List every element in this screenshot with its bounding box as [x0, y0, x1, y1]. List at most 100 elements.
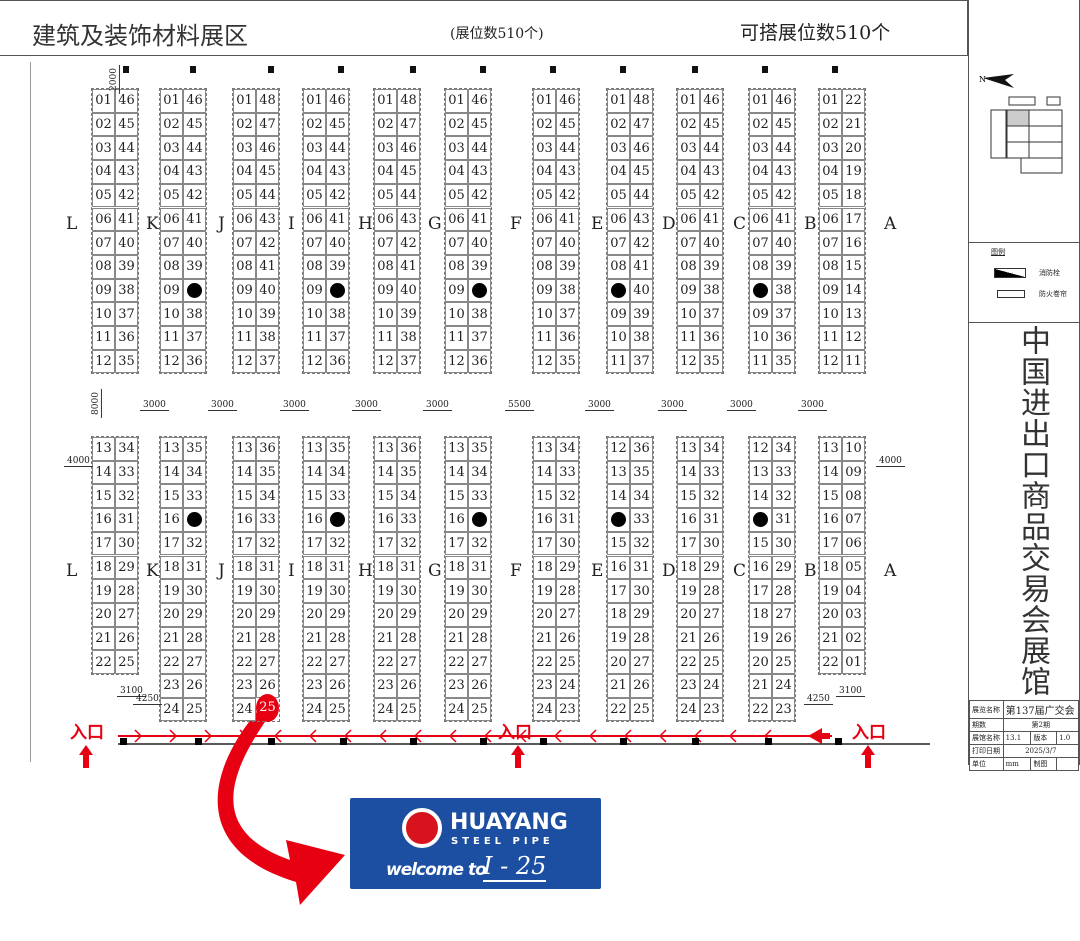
booth[interactable]: 09 — [749, 302, 772, 326]
booth[interactable]: 28 — [326, 626, 349, 651]
booth[interactable]: 02 — [160, 112, 183, 137]
booth[interactable]: 41 — [468, 207, 491, 232]
booth[interactable]: 25 — [700, 650, 723, 674]
booth[interactable]: 13 — [160, 437, 183, 461]
booth[interactable]: 07 — [842, 508, 865, 532]
booth[interactable]: 13 — [749, 460, 772, 485]
booth[interactable]: 01 — [749, 89, 772, 113]
booth[interactable]: 04 — [445, 160, 468, 184]
booth[interactable]: 37 — [468, 326, 491, 350]
booth[interactable]: 23 — [677, 674, 700, 698]
booth[interactable]: 05 — [749, 183, 772, 208]
booth[interactable]: 07 — [749, 231, 772, 255]
booth[interactable]: 36 — [183, 349, 206, 374]
booth[interactable]: 38 — [397, 326, 420, 350]
booth[interactable]: 15 — [445, 484, 468, 509]
booth[interactable]: 05 — [160, 183, 183, 208]
booth[interactable]: 22 — [533, 650, 556, 674]
booth[interactable]: 08 — [303, 254, 326, 279]
booth[interactable]: 14 — [533, 460, 556, 485]
booth[interactable]: 37 — [397, 349, 420, 374]
booth[interactable]: 05 — [842, 555, 865, 580]
booth[interactable]: 24 — [445, 697, 468, 722]
booth[interactable]: 04 — [92, 160, 115, 184]
booth[interactable]: 05 — [819, 183, 842, 208]
booth[interactable]: 19 — [374, 579, 397, 603]
hydrant-marker[interactable] — [468, 508, 491, 532]
booth[interactable]: 40 — [326, 231, 349, 255]
booth[interactable]: 42 — [183, 183, 206, 208]
booth[interactable]: 22 — [233, 650, 256, 674]
booth[interactable]: 26 — [115, 626, 138, 651]
hydrant-marker[interactable] — [183, 278, 206, 303]
booth[interactable]: 08 — [749, 254, 772, 279]
booth[interactable]: 41 — [700, 207, 723, 232]
booth[interactable]: 09 — [607, 302, 630, 326]
booth[interactable]: 09 — [677, 278, 700, 303]
booth[interactable]: 44 — [397, 183, 420, 208]
booth[interactable]: 31 — [468, 555, 491, 580]
hydrant-marker[interactable] — [749, 508, 772, 532]
booth[interactable]: 09 — [303, 278, 326, 303]
booth[interactable]: 21 — [374, 626, 397, 651]
booth[interactable]: 10 — [533, 302, 556, 326]
booth[interactable]: 25 — [183, 697, 206, 722]
booth[interactable]: 42 — [256, 231, 279, 255]
booth[interactable]: 37 — [630, 349, 653, 374]
booth[interactable]: 43 — [326, 160, 349, 184]
booth[interactable]: 12 — [533, 349, 556, 374]
booth[interactable]: 07 — [374, 231, 397, 255]
booth[interactable]: 12 — [374, 349, 397, 374]
booth[interactable]: 04 — [607, 160, 630, 184]
booth[interactable]: 14 — [842, 278, 865, 303]
booth[interactable]: 10 — [842, 437, 865, 461]
booth[interactable]: 12 — [607, 437, 630, 461]
booth[interactable]: 23 — [445, 674, 468, 698]
booth[interactable]: 02 — [749, 112, 772, 137]
booth[interactable]: 48 — [397, 89, 420, 113]
booth[interactable]: 42 — [772, 183, 795, 208]
booth[interactable]: 29 — [397, 602, 420, 627]
booth[interactable]: 13 — [677, 437, 700, 461]
booth[interactable]: 05 — [92, 183, 115, 208]
booth[interactable]: 38 — [700, 278, 723, 303]
booth[interactable]: 18 — [303, 555, 326, 580]
booth[interactable]: 05 — [533, 183, 556, 208]
booth[interactable]: 08 — [445, 254, 468, 279]
booth[interactable]: 24 — [677, 697, 700, 722]
booth[interactable]: 15 — [749, 531, 772, 556]
booth[interactable]: 08 — [374, 254, 397, 279]
booth[interactable]: 02 — [374, 112, 397, 137]
booth[interactable]: 25 — [326, 697, 349, 722]
booth[interactable]: 32 — [397, 531, 420, 556]
booth[interactable]: 30 — [772, 531, 795, 556]
booth[interactable]: 40 — [115, 231, 138, 255]
booth[interactable]: 19 — [607, 626, 630, 651]
booth[interactable]: 31 — [397, 555, 420, 580]
booth[interactable]: 23 — [160, 674, 183, 698]
booth[interactable]: 44 — [326, 136, 349, 161]
booth[interactable]: 19 — [160, 579, 183, 603]
booth[interactable]: 38 — [630, 326, 653, 350]
booth[interactable]: 22 — [819, 650, 842, 674]
booth[interactable]: 21 — [303, 626, 326, 651]
booth[interactable]: 09 — [92, 278, 115, 303]
booth[interactable]: 23 — [303, 674, 326, 698]
booth[interactable]: 03 — [233, 136, 256, 161]
booth[interactable]: 05 — [607, 183, 630, 208]
booth[interactable]: 24 — [772, 674, 795, 698]
booth[interactable]: 11 — [92, 326, 115, 350]
booth[interactable]: 21 — [819, 626, 842, 651]
booth[interactable]: 15 — [374, 484, 397, 509]
booth[interactable]: 17 — [749, 579, 772, 603]
booth[interactable]: 43 — [468, 160, 491, 184]
booth[interactable]: 19 — [677, 579, 700, 603]
booth[interactable]: 48 — [256, 89, 279, 113]
booth[interactable]: 42 — [326, 183, 349, 208]
booth[interactable]: 35 — [115, 349, 138, 374]
booth[interactable]: 25 — [468, 697, 491, 722]
booth[interactable]: 17 — [374, 531, 397, 556]
booth[interactable]: 17 — [607, 579, 630, 603]
booth[interactable]: 13 — [92, 437, 115, 461]
booth[interactable]: 26 — [630, 674, 653, 698]
